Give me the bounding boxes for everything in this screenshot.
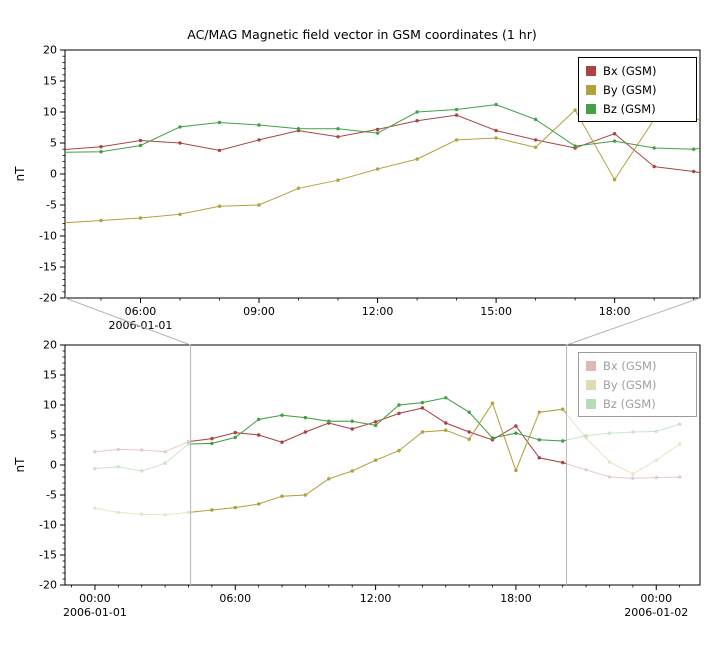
bottom-panel: 20 15 10 5 0 -5 -10 -15 -20 00:00 06:00 12:00 18:00 0… bbox=[39, 339, 701, 619]
tick-label: 09:00 bbox=[243, 305, 275, 318]
bz-swatch-icon bbox=[586, 103, 596, 114]
series-bz-line-selected bbox=[190, 396, 567, 446]
series-by-line bbox=[93, 401, 682, 517]
bx-swatch-icon bbox=[586, 65, 596, 76]
legend-item-bx: Bx (GSM) bbox=[586, 61, 689, 80]
tick-label: -10 bbox=[39, 519, 57, 532]
tick-label: 5 bbox=[50, 137, 57, 150]
tick-label: 00:00 bbox=[79, 592, 111, 605]
tick-label: 5 bbox=[50, 429, 57, 442]
tick-label: 20 bbox=[43, 44, 57, 57]
tick-label: 00:00 bbox=[640, 592, 672, 605]
tick-label: 18:00 bbox=[500, 592, 532, 605]
legend-label-bz: Bz (GSM) bbox=[603, 396, 656, 411]
legend-label-by: By (GSM) bbox=[603, 82, 657, 97]
zoom-selection-connectors[interactable] bbox=[64, 297, 701, 585]
top-y-axis-label: nT bbox=[13, 166, 27, 182]
tick-label: 2006-01-01 bbox=[109, 319, 173, 332]
tick-label: 15:00 bbox=[480, 305, 512, 318]
tick-label: -5 bbox=[46, 489, 57, 502]
plot-frame bbox=[64, 49, 701, 299]
tick-label: -20 bbox=[39, 579, 57, 592]
legend-item-bx: Bx (GSM) bbox=[586, 356, 689, 375]
legend-item-by: By (GSM) bbox=[586, 80, 689, 99]
legend-label-bx: Bx (GSM) bbox=[603, 358, 657, 373]
bottom-y-axis-label: nT bbox=[13, 457, 27, 473]
tick-label: 15 bbox=[43, 369, 57, 382]
legend-item-bz: Bz (GSM) bbox=[586, 99, 689, 118]
legend-item-by: By (GSM) bbox=[586, 375, 689, 394]
plot-frame bbox=[64, 344, 701, 586]
series-bx-line-selected bbox=[190, 406, 567, 465]
legend-item-bz: Bz (GSM) bbox=[586, 394, 689, 413]
tick-label: 18:00 bbox=[599, 305, 631, 318]
series-bx-line bbox=[65, 113, 700, 174]
chart-title: AC/MAG Magnetic field vector in GSM coor… bbox=[187, 27, 537, 42]
series-by-line-selected bbox=[190, 401, 567, 513]
tick-label: -15 bbox=[39, 549, 57, 562]
series-by-line bbox=[65, 108, 700, 224]
tick-label: 12:00 bbox=[360, 592, 392, 605]
series-bz-line bbox=[65, 102, 700, 154]
by-swatch-icon bbox=[586, 379, 596, 390]
tick-label: 10 bbox=[43, 106, 57, 119]
bx-swatch-icon bbox=[586, 360, 596, 371]
bz-swatch-icon bbox=[586, 398, 596, 409]
legend-label-bz: Bz (GSM) bbox=[603, 101, 656, 116]
tick-label: 06:00 bbox=[125, 305, 157, 318]
bottom-legend-faded: Bx (GSM) By (GSM) Bz (GSM) bbox=[578, 352, 697, 417]
tick-label: 0 bbox=[50, 459, 57, 472]
top-panel: 20 15 10 5 0 -5 -10 -15 -20 06:00 09:00 12:00 15:00 1… bbox=[39, 44, 701, 332]
tick-label: 15 bbox=[43, 75, 57, 88]
tick-label: 20 bbox=[43, 339, 57, 352]
tick-label: -5 bbox=[46, 199, 57, 212]
tick-label: 0 bbox=[50, 168, 57, 181]
tick-label: 10 bbox=[43, 399, 57, 412]
tick-label: -15 bbox=[39, 261, 57, 274]
tick-label: -20 bbox=[39, 292, 57, 305]
tick-label: 06:00 bbox=[219, 592, 251, 605]
tick-label: -10 bbox=[39, 230, 57, 243]
legend-label-by: By (GSM) bbox=[603, 377, 657, 392]
by-swatch-icon bbox=[586, 84, 596, 95]
tick-label: 12:00 bbox=[362, 305, 394, 318]
tick-label: 2006-01-01 bbox=[63, 606, 127, 619]
tick-label: 2006-01-02 bbox=[624, 606, 688, 619]
legend-label-bx: Bx (GSM) bbox=[603, 63, 657, 78]
top-legend: Bx (GSM) By (GSM) Bz (GSM) bbox=[578, 57, 697, 122]
